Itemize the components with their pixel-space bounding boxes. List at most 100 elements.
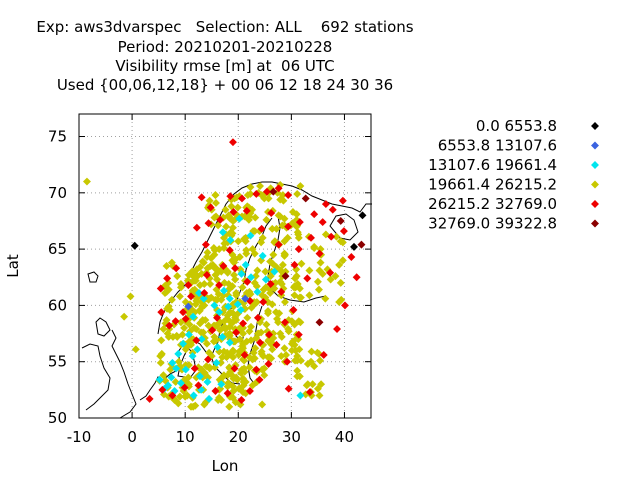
data-point [203, 264, 212, 273]
data-point [210, 301, 219, 310]
data-point [308, 380, 317, 389]
grid [79, 114, 371, 418]
data-point [202, 339, 211, 348]
data-point [247, 273, 255, 282]
data-point [168, 391, 177, 400]
data-point [277, 287, 286, 296]
data-point [296, 293, 305, 302]
data-point [229, 217, 237, 225]
data-point [261, 283, 270, 292]
data-point [225, 363, 234, 372]
y-tick-label: 70 [48, 184, 67, 202]
data-point [157, 349, 166, 358]
legend-entry-label: 6553.8 13107.6 [438, 137, 557, 155]
data-point [189, 312, 198, 321]
data-point [264, 307, 272, 315]
x-tick-label: 20 [229, 428, 248, 446]
data-point [338, 196, 347, 205]
data-point [178, 330, 187, 339]
data-point [174, 357, 183, 366]
data-point [256, 338, 264, 347]
data-point [253, 266, 262, 275]
legend-entry-marker [591, 219, 599, 228]
data-point [295, 284, 304, 293]
data-point [167, 295, 176, 304]
data-point [290, 260, 299, 269]
data-point [214, 290, 223, 299]
data-point [255, 375, 264, 384]
data-point [258, 291, 267, 300]
data-point [296, 356, 305, 365]
data-point [234, 237, 243, 246]
data-point [219, 286, 228, 295]
data-point [272, 224, 281, 233]
data-point [187, 292, 195, 301]
data-point [175, 292, 184, 301]
data-point [196, 281, 205, 290]
data-point [233, 203, 242, 212]
data-point [188, 352, 197, 361]
data-point [241, 294, 250, 303]
data-point [332, 232, 341, 241]
data-point [225, 402, 234, 411]
data-point [253, 287, 262, 296]
data-point [231, 398, 240, 407]
data-point [179, 308, 188, 317]
data-point [180, 323, 189, 332]
data-point [296, 318, 305, 327]
y-axis-label: Lat [4, 254, 22, 278]
data-point [215, 393, 224, 402]
data-point [216, 215, 225, 224]
data-point [290, 283, 298, 292]
data-point [126, 292, 135, 301]
data-point [228, 282, 237, 291]
data-point [145, 394, 154, 403]
data-point [238, 194, 246, 203]
data-point [337, 295, 346, 304]
data-point [237, 396, 246, 404]
data-point [229, 374, 238, 383]
plot-frame [78, 113, 372, 419]
data-point [331, 272, 340, 281]
data-point [229, 138, 237, 147]
legend-entry-label: 13107.6 19661.4 [428, 156, 557, 174]
y-tick-label: 60 [48, 296, 67, 314]
data-point [223, 348, 232, 357]
data-point [256, 182, 264, 191]
data-point [218, 228, 227, 237]
data-point [315, 266, 324, 275]
data-point [203, 378, 212, 386]
legend-entry-label: 19661.4 26215.2 [428, 176, 557, 194]
data-point [316, 356, 324, 365]
data-point [232, 328, 241, 337]
data-point [296, 391, 305, 400]
x-axis-label: Lon [212, 457, 239, 475]
data-point [190, 323, 199, 332]
data-point [226, 236, 235, 245]
data-point [281, 318, 289, 327]
legend-entry-marker [591, 200, 599, 208]
data-point [310, 210, 319, 219]
data-point [217, 380, 226, 389]
data-point [234, 350, 243, 359]
data-point [130, 241, 139, 250]
data-point [181, 314, 190, 323]
data-point [336, 217, 345, 225]
data-point [213, 313, 221, 322]
data-point [305, 266, 314, 275]
data-point [305, 388, 314, 397]
data-point [242, 249, 251, 258]
data-point [206, 280, 215, 288]
data-point [205, 348, 214, 357]
data-point [165, 321, 174, 330]
data-point [210, 332, 219, 341]
data-point [225, 338, 234, 347]
data-point [244, 215, 253, 224]
data-point [276, 266, 285, 275]
legend-entry-label: 0.0 6553.8 [476, 117, 557, 135]
data-point [350, 242, 358, 251]
data-point [184, 330, 193, 339]
data-point [171, 317, 180, 326]
data-point [305, 291, 314, 300]
data-point [229, 207, 238, 216]
